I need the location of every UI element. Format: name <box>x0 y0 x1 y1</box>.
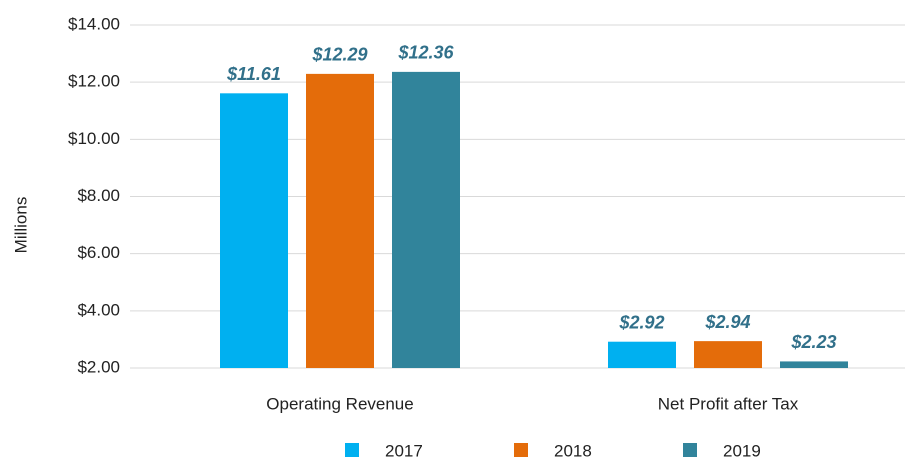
bar <box>220 93 288 369</box>
y-tick-label: $8.00 <box>77 186 120 205</box>
y-tick-label: $6.00 <box>77 243 120 262</box>
value-label: $2.23 <box>790 332 836 352</box>
value-label: $11.61 <box>226 64 281 84</box>
value-label: $12.36 <box>397 43 454 63</box>
value-label: $12.29 <box>311 45 367 65</box>
bar <box>392 71 460 369</box>
legend-label: 2017 <box>385 441 423 460</box>
y-axis-label: Millions <box>11 197 30 254</box>
y-tick-label: $2.00 <box>77 357 120 376</box>
value-label: $2.94 <box>704 312 750 332</box>
legend-label: 2018 <box>554 441 592 460</box>
bar <box>780 361 848 368</box>
bar <box>608 341 676 368</box>
x-tick-label: Net Profit after Tax <box>658 394 799 413</box>
legend-swatch <box>683 443 697 457</box>
y-tick-label: $10.00 <box>68 129 120 148</box>
value-label: $2.92 <box>618 312 664 332</box>
y-tick-label: $4.00 <box>77 300 120 319</box>
x-tick-label: Operating Revenue <box>266 394 413 413</box>
legend-label: 2019 <box>723 441 761 460</box>
bar <box>306 73 374 368</box>
legend-swatch <box>345 443 359 457</box>
legend-swatch <box>514 443 528 457</box>
y-tick-label: $12.00 <box>68 72 120 91</box>
y-tick-label: $14.00 <box>68 14 120 33</box>
bar <box>694 341 762 368</box>
